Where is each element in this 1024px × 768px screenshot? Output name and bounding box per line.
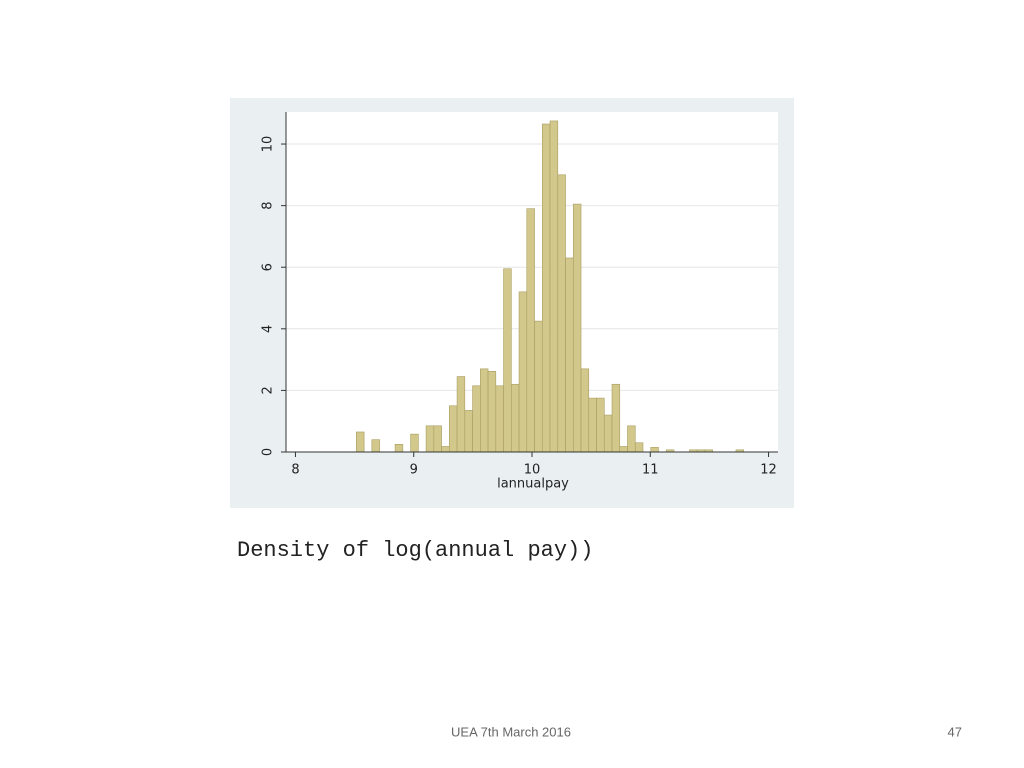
bar [464, 410, 473, 453]
bar [433, 425, 442, 453]
bar [650, 447, 659, 453]
bar [456, 376, 466, 453]
bar [627, 425, 636, 453]
bar [480, 368, 489, 453]
bar [572, 203, 582, 453]
bar [580, 368, 590, 453]
bar [425, 425, 435, 453]
y-tick-label: 10 [261, 136, 276, 153]
bar [495, 385, 504, 453]
x-tick-label: 11 [642, 463, 659, 478]
bar [441, 446, 450, 453]
bar [356, 431, 365, 453]
bar [565, 257, 574, 453]
x-tick-label: 12 [760, 463, 777, 478]
x-axis-label: lannualpay [497, 477, 569, 492]
bar [511, 383, 520, 453]
bar [557, 174, 566, 453]
bar [619, 446, 628, 453]
bar [596, 397, 605, 453]
bar [588, 397, 597, 453]
x-tick-label: 8 [291, 463, 299, 478]
bar [526, 208, 535, 453]
y-tick-label: 0 [261, 448, 276, 456]
page-number: 47 [948, 724, 962, 739]
y-tick-label: 2 [261, 386, 276, 394]
bar [603, 414, 613, 453]
bar [371, 439, 380, 453]
bar [611, 383, 621, 453]
y-tick-label: 6 [261, 263, 276, 271]
bar [487, 371, 497, 453]
bar [634, 442, 644, 453]
bar [503, 268, 512, 453]
caption: Density of log(annual pay)) [237, 538, 593, 563]
bar [541, 123, 551, 453]
x-tick-label: 10 [524, 463, 541, 478]
bar [549, 120, 559, 453]
x-tick-label: 9 [410, 463, 418, 478]
bar [518, 291, 528, 453]
footer: UEA 7th March 2016 [451, 724, 571, 739]
bar [472, 385, 481, 453]
bar [449, 405, 458, 453]
bar [534, 320, 543, 453]
y-tick-label: 4 [261, 325, 276, 333]
y-tick-label: 8 [261, 201, 276, 209]
bar [394, 444, 404, 453]
bar [410, 433, 419, 453]
